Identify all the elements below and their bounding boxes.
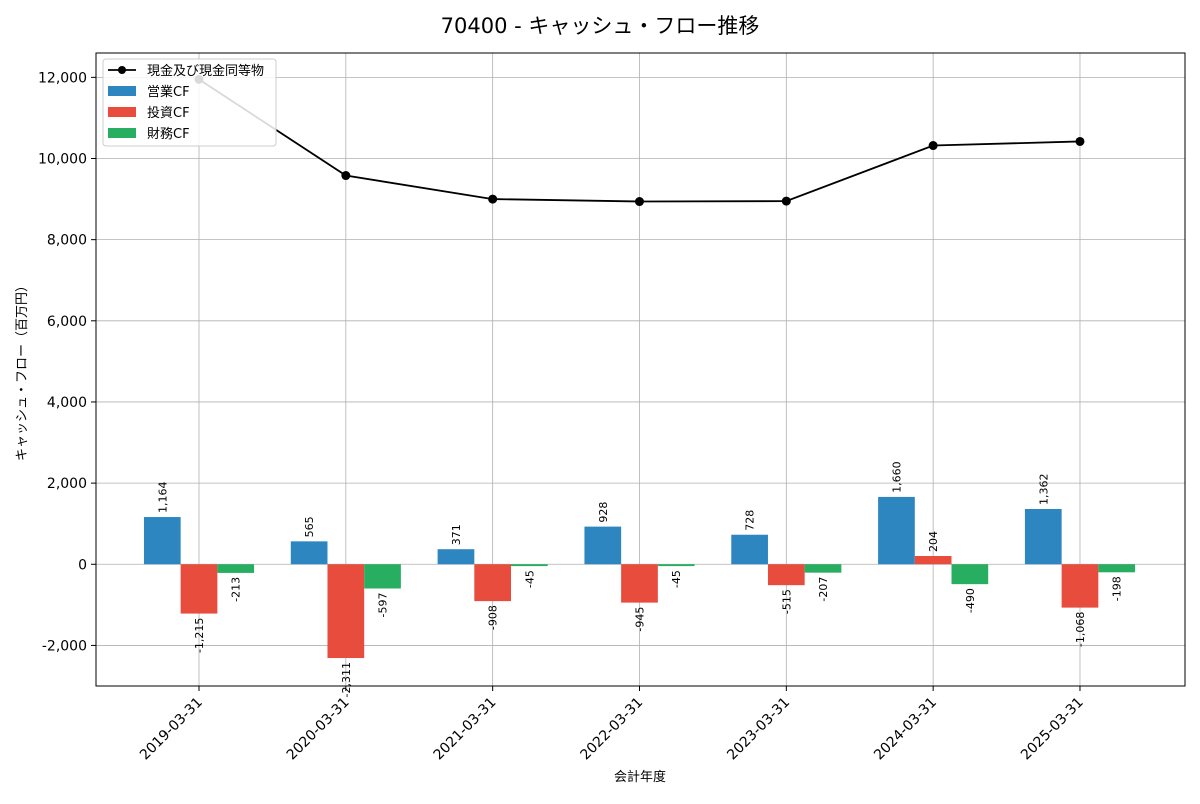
bar-investing [474,564,512,602]
y-tick-label: 6,000 [47,314,87,330]
bar-investing [327,564,365,659]
legend-label: 投資CF [147,105,190,121]
bar-investing [180,564,218,614]
legend-marker-swatch [118,66,126,74]
legend-color-swatch [108,86,136,96]
bar-financing [1098,564,1136,573]
bar-value-label: -908 [487,605,500,630]
bar-financing [511,564,548,567]
bar-value-label: -198 [1111,576,1124,601]
data-labels: 1,164 565 371 928 728 1,660 1,362 -1,215 -2,311 -… [156,461,1123,697]
legend-item: 営業CF [108,84,190,100]
bars [143,496,1136,659]
bar-financing [951,564,989,585]
y-axis-label: キャッシュ・フロー（百万円） [15,279,30,461]
bar-investing [1061,564,1099,608]
y-tick-label: 2,000 [47,476,87,492]
bar-operating [437,549,475,565]
bar-operating [1024,509,1062,565]
bar-value-label: 728 [744,510,757,531]
bar-financing [364,564,401,589]
legend-label: 営業CF [147,84,190,100]
legend-label: 現金及び現金同等物 [147,63,264,79]
x-tick-label: 2025-03-31 [1018,695,1087,764]
x-axis-label: 会計年度 [614,769,666,785]
bar-value-label: 928 [597,502,610,523]
bar-financing [657,564,695,567]
bar-value-label: 204 [927,531,940,552]
x-axis: 2019-03-31 2020-03-31 2021-03-31 2022-03-31… [137,686,1087,763]
bar-value-label: -1,068 [1074,612,1087,647]
bar-value-label: 1,362 [1037,474,1050,506]
bar-value-label: -515 [780,589,793,614]
bar-value-label: -213 [230,577,243,602]
bar-value-label: -45 [523,570,536,588]
bar-value-label: 1,164 [156,482,169,514]
y-tick-label: 4,000 [47,395,87,411]
cash-line-point [488,194,498,204]
y-tick-label: 8,000 [47,233,87,249]
y-tick-label: 12,000 [38,70,87,86]
bar-value-label: -597 [377,592,390,617]
x-tick-label: 2021-03-31 [431,695,500,764]
legend-item: 現金及び現金同等物 [108,63,264,79]
y-tick-label: 10,000 [38,152,87,168]
legend-color-swatch [108,128,136,138]
cash-line-point [634,197,644,207]
bar-value-label: -490 [964,588,977,613]
bar-value-label: -207 [817,577,830,602]
legend-color-swatch [108,107,136,117]
bar-operating [143,517,181,565]
cash-line-point [928,141,938,151]
x-tick-label: 2020-03-31 [284,695,353,764]
bar-investing [621,564,658,603]
bar-operating [731,534,768,565]
cash-line-point [781,196,791,206]
legend-box [102,58,277,147]
plot-frame [95,52,1186,687]
bar-value-label: 371 [450,524,463,545]
bar-investing [914,555,952,565]
bar-operating [878,496,915,565]
x-tick-label: 2019-03-31 [137,695,206,764]
y-axis: -2,000 0 2,000 4,000 6,000 8,000 10,000 12,000 [38,70,96,654]
legend-item: 投資CF [108,105,190,121]
bar-financing [804,564,842,573]
bar-value-label: -1,215 [193,618,206,653]
legend-label: 財務CF [147,127,190,142]
x-tick-label: 2024-03-31 [871,695,940,764]
bar-value-label: -2,311 [340,662,353,697]
cash-line [194,74,1085,207]
bar-operating [584,526,622,565]
bar-value-label: -945 [633,607,646,632]
bar-value-label: 565 [303,516,316,537]
cash-line-point [1075,136,1085,146]
bar-value-label: -45 [670,570,683,588]
x-tick-label: 2022-03-31 [577,695,646,764]
bar-value-label: 1,660 [890,461,903,493]
bar-investing [767,564,805,586]
y-tick-label: 0 [78,557,87,573]
bar-operating [290,541,328,565]
chart-title: 70400 - キャッシュ・フロー推移 [441,14,760,38]
cash-line-point [341,171,351,181]
legend-item: 財務CF [108,127,190,142]
x-tick-label: 2023-03-31 [724,695,793,764]
bar-financing [217,564,255,573]
y-tick-label: -2,000 [42,638,87,654]
